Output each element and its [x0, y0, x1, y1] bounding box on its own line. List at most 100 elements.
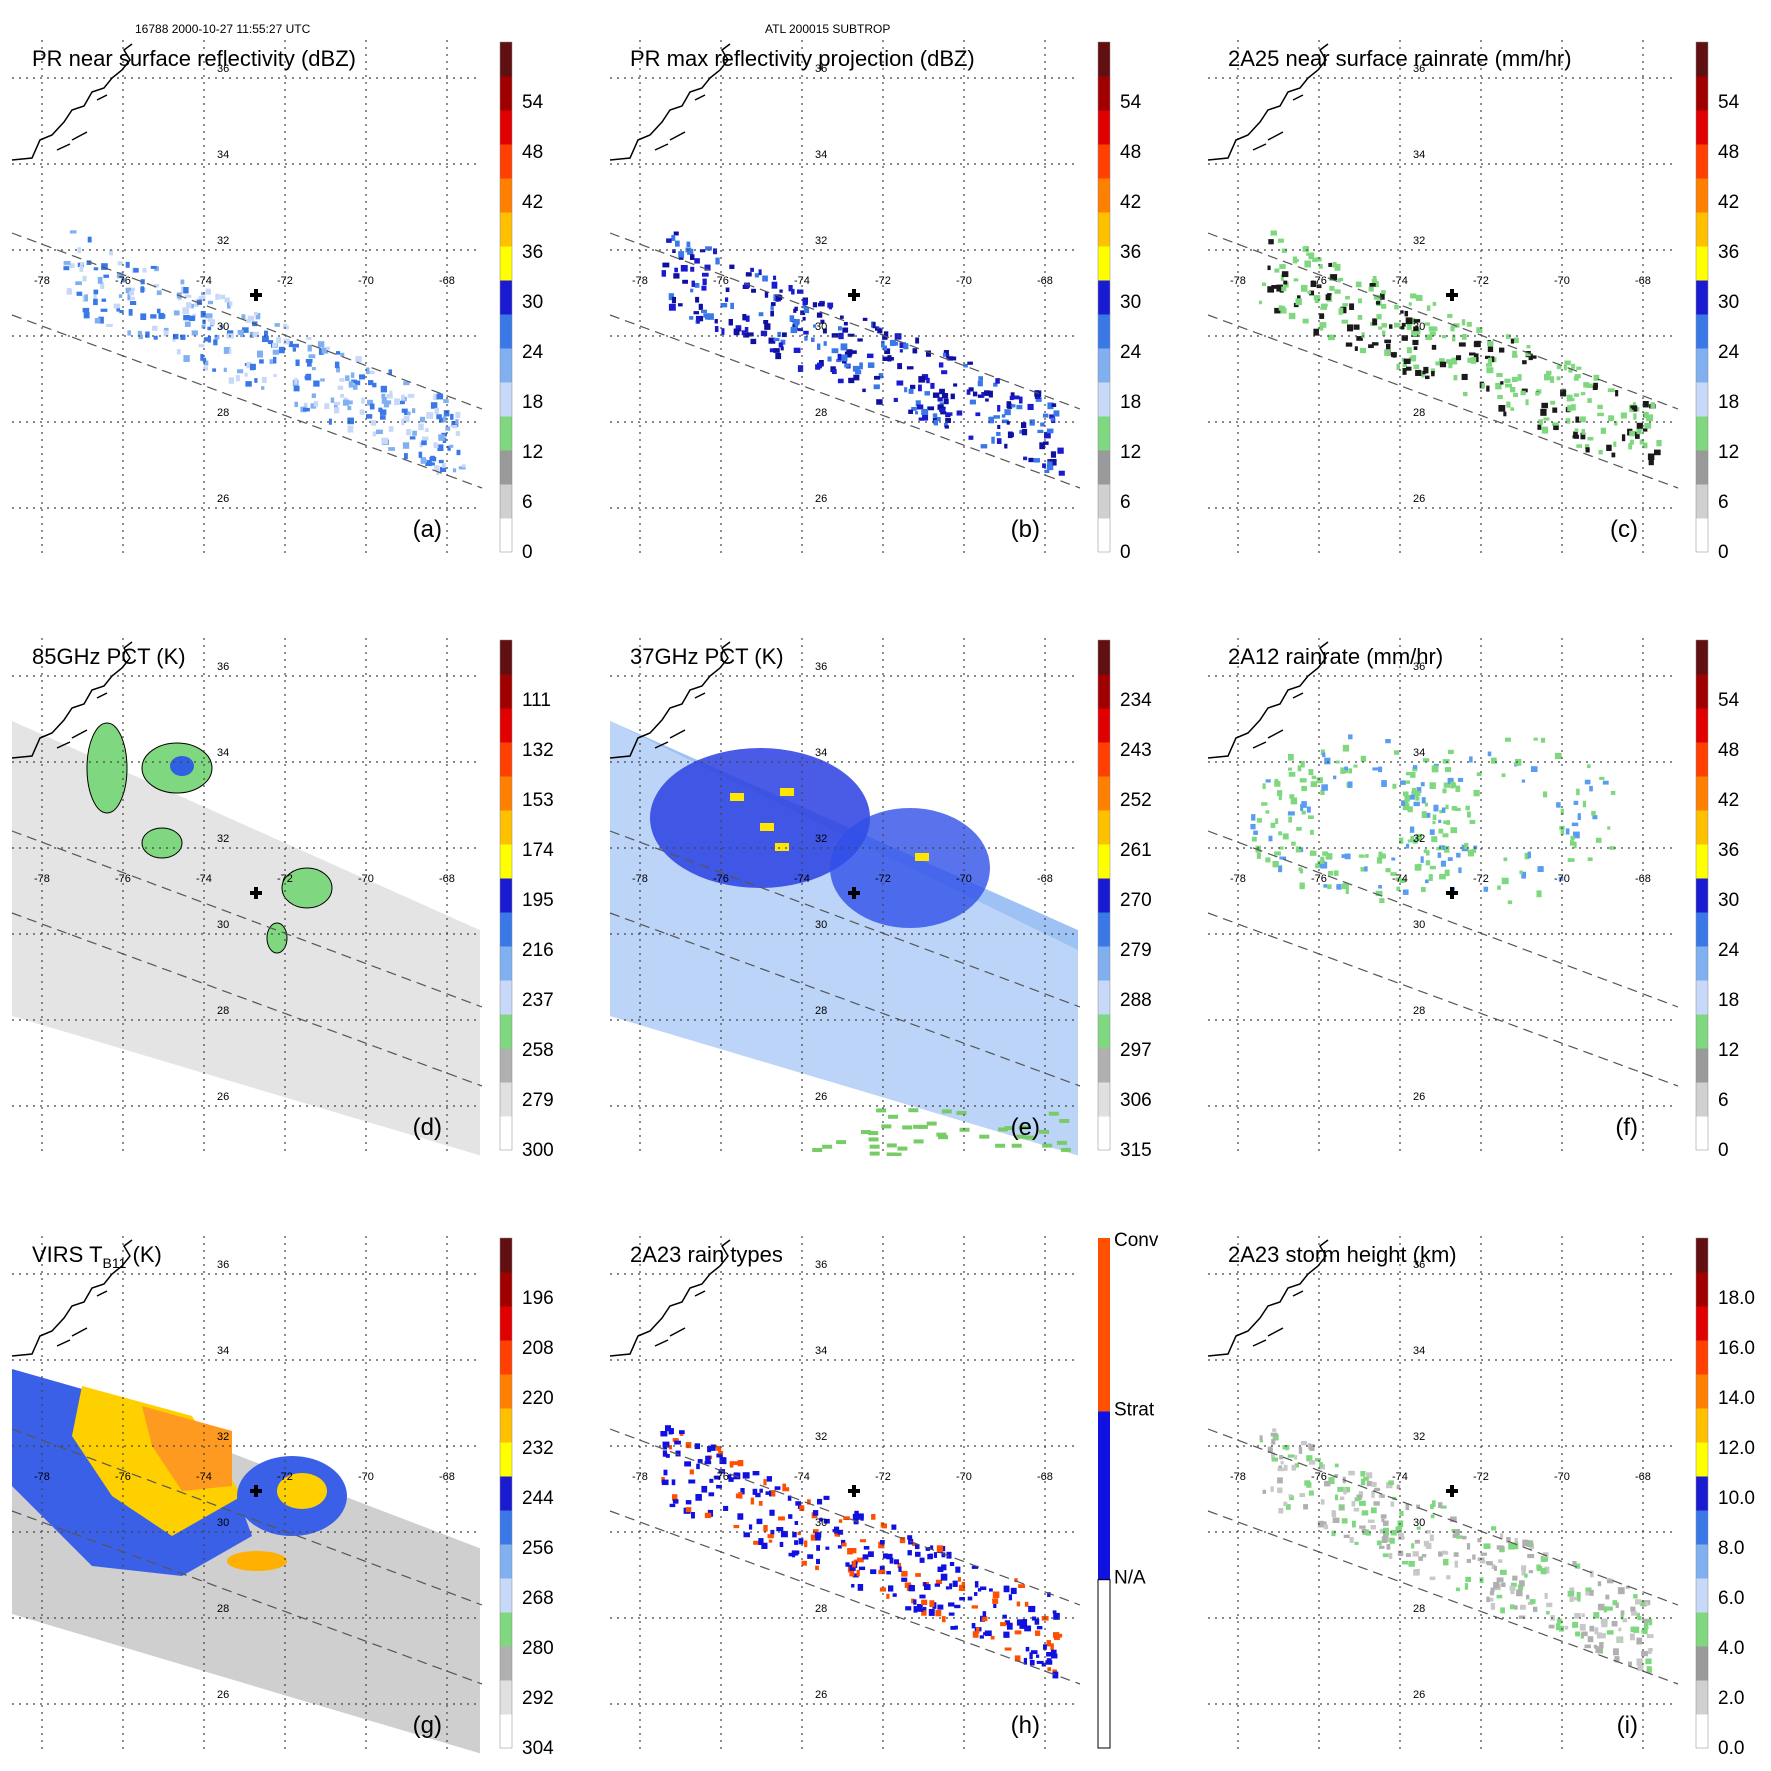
- rain-pixel: [750, 1497, 755, 1505]
- rain-pixel: [1319, 1462, 1323, 1468]
- longitude-label: -78: [1230, 873, 1246, 885]
- latitude-label: 28: [1413, 407, 1425, 419]
- rain-pixel: [1591, 810, 1596, 816]
- rain-pixel: [103, 274, 109, 278]
- longitude-label: -74: [196, 275, 212, 287]
- rain-pixel: [747, 332, 754, 337]
- rain-pixel: [1321, 303, 1328, 308]
- rain-pixel: [1250, 824, 1256, 830]
- rain-pixel: [1621, 434, 1626, 442]
- rain-pixel: [1347, 781, 1353, 788]
- surface-pixel: [822, 1144, 833, 1149]
- rain-pixel: [1447, 777, 1454, 784]
- rain-pixel: [1289, 1495, 1294, 1501]
- rain-pixel: [1386, 1544, 1391, 1550]
- rain-pixel: [1643, 411, 1649, 419]
- rain-pixel: [1616, 1636, 1623, 1643]
- rain-pixel: [1439, 874, 1446, 880]
- rain-pixel: [841, 1539, 846, 1545]
- rain-pixel: [1411, 1543, 1415, 1549]
- rain-pixel: [1353, 1507, 1360, 1512]
- rain-pixel: [937, 397, 943, 402]
- colorbar-segment: [1098, 246, 1110, 281]
- rain-pixel: [1546, 370, 1552, 376]
- storm-id-header: ATL 200015 SUBTROP: [765, 22, 890, 36]
- colorbar-tick-label: 153: [522, 790, 554, 811]
- rain-pixel: [663, 1469, 668, 1476]
- rain-pixel: [455, 431, 461, 436]
- rain-pixel: [354, 380, 361, 386]
- rain-pixel: [981, 1616, 988, 1622]
- rain-pixel: [695, 1494, 702, 1501]
- rain-pixel: [795, 1501, 802, 1506]
- longitude-label: -68: [1635, 275, 1651, 287]
- rain-pixel: [183, 355, 190, 362]
- colorbar-tick-label: 237: [522, 990, 554, 1011]
- rain-pixel: [989, 1588, 993, 1592]
- rain-pixel: [1408, 302, 1412, 306]
- rain-pixel: [815, 1565, 819, 1571]
- rain-pixel: [1541, 426, 1549, 434]
- rain-pixel: [1287, 811, 1295, 816]
- rain-pixel: [988, 390, 993, 398]
- rain-pixel: [241, 314, 246, 320]
- rain-pixel: [776, 295, 783, 301]
- rain-pixel: [1409, 826, 1415, 833]
- colorbar-tick-label: 36: [522, 242, 543, 263]
- rain-pixel: [456, 449, 461, 456]
- rain-pixel: [1589, 1589, 1594, 1596]
- swath-edge-upper: [11, 1428, 483, 1606]
- rain-pixel: [455, 411, 461, 419]
- colorbar-segment: [500, 674, 512, 709]
- longitude-label: -68: [1635, 873, 1651, 885]
- rain-pixel: [1420, 782, 1425, 787]
- rain-pixel: [197, 299, 203, 305]
- rain-pixel: [1009, 395, 1014, 401]
- rain-pixel: [882, 334, 888, 340]
- rain-pixel: [1345, 342, 1353, 347]
- rain-pixel: [1465, 1576, 1472, 1582]
- colorbar-segment: [1696, 280, 1708, 315]
- rain-pixel: [1576, 444, 1582, 448]
- rain-pixel: [292, 347, 296, 352]
- rain-pixel: [699, 316, 704, 322]
- rain-pixel: [705, 1455, 711, 1462]
- rain-pixel: [690, 266, 695, 272]
- rain-pixel: [1042, 463, 1046, 469]
- rain-pixel: [1315, 257, 1322, 262]
- rain-pixel: [1045, 1660, 1053, 1665]
- rain-pixel: [699, 249, 706, 253]
- rain-pixel: [702, 272, 709, 277]
- rain-pixel: [1461, 319, 1466, 326]
- rain-pixel: [698, 303, 703, 310]
- rain-pixel: [1044, 431, 1051, 439]
- colorbar-segment: [1696, 946, 1708, 981]
- rain-pixel: [261, 386, 265, 390]
- rain-pixel: [915, 337, 920, 344]
- rain-pixel: [1036, 1626, 1043, 1630]
- rain-pixel: [180, 286, 186, 294]
- colorbar-segment: [1696, 76, 1708, 111]
- rain-pixel: [394, 398, 400, 406]
- rain-pixel: [1333, 870, 1339, 876]
- rain-pixel: [918, 384, 922, 392]
- rain-pixel: [1323, 884, 1328, 888]
- rain-pixel: [1258, 300, 1263, 305]
- rain-pixel: [389, 390, 393, 395]
- rain-pixel: [863, 1546, 870, 1550]
- rain-pixel: [1507, 900, 1513, 905]
- rain-pixel: [901, 1577, 908, 1582]
- rain-pixel: [912, 1542, 916, 1547]
- panel-label: (d): [413, 1114, 442, 1141]
- rain-pixel: [422, 459, 428, 463]
- rain-pixel: [1610, 790, 1616, 795]
- rain-pixel: [1597, 412, 1604, 417]
- rain-pixel: [1294, 1463, 1299, 1468]
- rain-pixel: [176, 349, 181, 355]
- rain-pixel: [1371, 1482, 1377, 1487]
- rain-pixel: [767, 1534, 774, 1539]
- rain-pixel: [311, 393, 316, 399]
- rain-pixel: [1292, 256, 1298, 264]
- rain-pixel: [1466, 1558, 1471, 1563]
- rain-pixel: [1485, 355, 1491, 359]
